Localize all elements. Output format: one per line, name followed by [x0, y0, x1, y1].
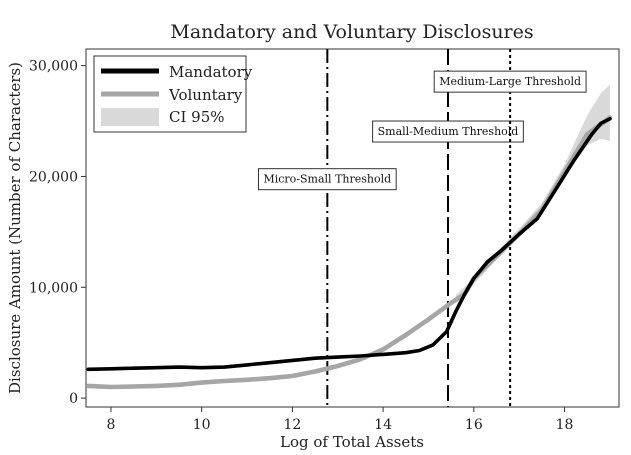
threshold-box-micro-small-threshold [257, 168, 397, 191]
threshold-label-micro-small-threshold: Micro-Small Threshold [263, 173, 391, 186]
threshold-box-small-medium-threshold [372, 120, 524, 143]
legend-swatch-ci [101, 108, 159, 126]
y-tick-label-0: 0 [69, 391, 78, 407]
x-tick-label-10: 10 [193, 417, 211, 433]
x-tick-label-18: 18 [556, 417, 574, 433]
legend-label-voluntary: Voluntary [168, 86, 243, 104]
x-tick-label-8: 8 [106, 417, 115, 433]
x-tick-label-14: 14 [374, 417, 392, 433]
threshold-label-medium-large-threshold: Medium-Large Threshold [439, 75, 581, 88]
y-tick-label-30000: 30,000 [29, 59, 78, 75]
ci-band [455, 84, 610, 301]
x-tick-label-12: 12 [283, 417, 301, 433]
series-line-mandatory [86, 117, 612, 372]
legend-label-ci: CI 95% [169, 108, 225, 126]
plot-frame [85, 48, 620, 408]
y-axis: 0 10,000 20,000 30,000 [29, 59, 86, 407]
y-tick-label-10000: 10,000 [29, 280, 78, 296]
x-axis-label: Log of Total Assets [280, 433, 424, 451]
chart-title: Mandatory and Voluntary Disclosures [170, 21, 533, 43]
threshold-label-small-medium-threshold: Small-Medium Threshold [378, 125, 519, 138]
legend-label-mandatory: Mandatory [169, 63, 253, 81]
threshold-layer: Micro-Small Threshold Small-Medium Thresh… [257, 49, 587, 407]
threshold-box-medium-large-threshold [433, 70, 587, 93]
y-tick-label-20000: 20,000 [29, 169, 78, 185]
x-tick-label-16: 16 [465, 417, 483, 433]
ci-layer [455, 84, 610, 301]
legend: Mandatory Voluntary CI 95% [93, 55, 253, 133]
x-axis: 8 10 12 14 16 18 [106, 407, 573, 433]
series-line-voluntary [86, 115, 613, 390]
series-layer [86, 115, 613, 390]
y-axis-label: Disclosure Amount (Number of Characters) [6, 62, 24, 394]
